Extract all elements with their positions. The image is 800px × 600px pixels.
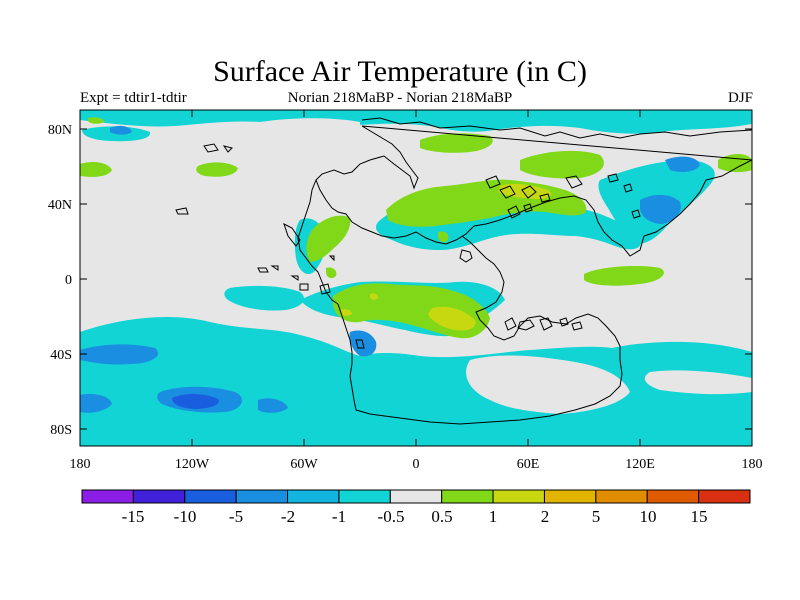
- colorbar-label: 0.5: [431, 507, 452, 526]
- map-title: Surface Air Temperature (in C): [213, 55, 587, 88]
- pangea-coastline: [315, 117, 752, 257]
- northeast-blue-2: [665, 156, 700, 173]
- colorbar-label: -0.5: [378, 507, 405, 526]
- colorbar-label: -2: [281, 507, 295, 526]
- colorbar-label: 5: [592, 507, 601, 526]
- x-tick-label: 120W: [175, 457, 210, 472]
- north-pangea-warm-4: [438, 231, 449, 243]
- north-pangea-warm-2: [420, 133, 493, 153]
- south-pacific-blue-core: [80, 344, 159, 365]
- colorbar-swatch: [441, 489, 494, 504]
- colorbar-label: -5: [229, 507, 243, 526]
- period-label: Norian 218MaBP - Norian 218MaBP: [287, 90, 513, 106]
- arctic-blue: [110, 125, 132, 135]
- x-tick-label: 180: [742, 457, 763, 472]
- north-islands: [485, 173, 641, 219]
- colorbar-label: 10: [640, 507, 657, 526]
- gondwana-coastline: [337, 235, 623, 425]
- antarctic-gray-gap: [466, 355, 630, 414]
- tethys-islands: [459, 249, 583, 331]
- colorbar-swatch: [235, 489, 289, 504]
- y-tick-label: 80S: [50, 423, 72, 438]
- colorbar-swatch: [338, 489, 391, 504]
- south-pangea-warm-dot-2: [340, 309, 352, 316]
- y-tick-label: 40N: [48, 198, 72, 213]
- central-pacific-cyan: [224, 285, 305, 311]
- colorbar: [81, 489, 751, 504]
- x-tick-label: 180: [70, 457, 91, 472]
- season-label: DJF: [727, 90, 753, 106]
- colorbar-swatch: [389, 489, 443, 504]
- y-tick-label: 0: [65, 273, 72, 288]
- west-ocean-warm-3: [88, 117, 104, 124]
- colorbar-label: 15: [691, 507, 708, 526]
- equatorial-tethys-warm: [584, 266, 664, 286]
- colorbar-swatch: [287, 489, 340, 504]
- x-tick-label: 60E: [517, 457, 540, 472]
- map-field: [80, 110, 752, 446]
- colorbar-label: -1: [332, 507, 346, 526]
- west-pangea-warm-2: [326, 267, 337, 279]
- axis-ticks: [79, 110, 753, 446]
- south-pacific-blue-core-3: [80, 394, 112, 413]
- y-tick-label: 40S: [50, 348, 72, 363]
- colorbar-swatch: [646, 489, 700, 504]
- x-tick-label: 0: [413, 457, 420, 472]
- west-pangea-warm: [306, 215, 351, 262]
- colorbar-swatch: [184, 489, 237, 504]
- south-pacific-deep-core: [172, 393, 219, 409]
- southern-ocean-band: [80, 317, 752, 446]
- colorbar-swatch: [595, 489, 648, 504]
- pacific-islands: [175, 143, 365, 349]
- arctic-gray: [260, 118, 360, 128]
- colorbar-label: 2: [541, 507, 550, 526]
- colorbar-swatch: [132, 489, 186, 504]
- coastlines: [175, 117, 752, 425]
- south-pangea-warm-dot: [370, 293, 378, 300]
- northeast-warm: [718, 154, 752, 173]
- x-tick-label: 60W: [290, 457, 318, 472]
- y-tick-label: 80N: [48, 123, 72, 138]
- colorbar-swatch: [543, 489, 597, 504]
- colorbar-labels: -15 -10 -5 -2 -1 -0.5 0.5 1 2 5 10 15: [122, 507, 708, 526]
- colorbar-swatch: [698, 489, 751, 504]
- south-pangea-warm-core: [428, 306, 476, 331]
- colorbar-label: 1: [489, 507, 498, 526]
- pangea-west-coast: [297, 179, 339, 305]
- x-tick-label: 120E: [625, 457, 655, 472]
- x-axis-labels: 180 120W 60W 0 60E 120E 180: [70, 457, 763, 472]
- colorbar-label: -15: [122, 507, 145, 526]
- west-ocean-cyan: [268, 348, 320, 367]
- west-ocean-warm: [80, 162, 112, 177]
- experiment-label: Expt = tdtir1-tdtir: [80, 90, 187, 106]
- west-ocean-warm-2: [196, 162, 238, 177]
- antarctic-gray-2: [644, 370, 752, 395]
- colorbar-label: -10: [174, 507, 197, 526]
- south-pacific-blue-core-4: [258, 398, 288, 413]
- colorbar-swatch: [492, 489, 545, 504]
- colorbar-swatch: [81, 489, 134, 504]
- northeast-blue: [640, 194, 681, 224]
- y-axis-labels: 80N 40N 0 40S 80S: [48, 123, 72, 438]
- north-pangea-cyan-2: [471, 288, 500, 306]
- north-pangea-warm-3: [520, 150, 604, 179]
- arctic-cool-band: [80, 110, 752, 134]
